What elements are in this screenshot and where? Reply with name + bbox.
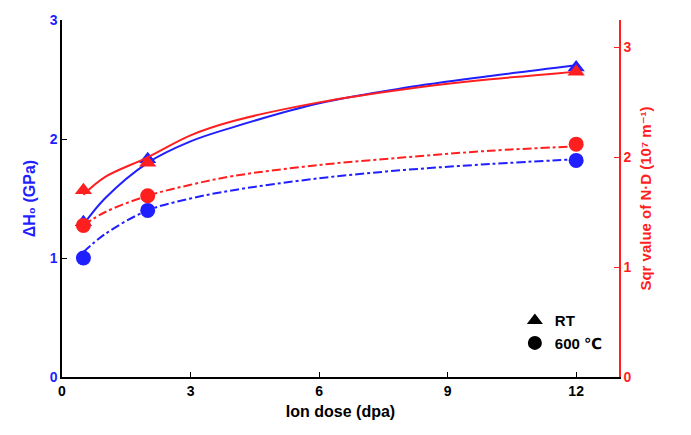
svg-text:Sqr value of N·D (10⁷ m⁻¹): Sqr value of N·D (10⁷ m⁻¹) (637, 106, 654, 290)
svg-text:9: 9 (444, 383, 452, 399)
svg-text:12: 12 (568, 383, 584, 399)
svg-text:3: 3 (187, 383, 195, 399)
svg-text:0: 0 (624, 369, 632, 385)
svg-text:Ion dose (dpa): Ion dose (dpa) (286, 403, 395, 420)
svg-text:RT: RT (555, 312, 575, 329)
svg-text:3: 3 (50, 12, 58, 28)
svg-text:0: 0 (50, 369, 58, 385)
svg-text:2: 2 (624, 149, 632, 165)
svg-text:600 ℃: 600 ℃ (555, 335, 602, 352)
svg-text:1: 1 (624, 259, 632, 275)
svg-text:6: 6 (315, 383, 323, 399)
svg-text:2: 2 (50, 131, 58, 147)
svg-text:3: 3 (624, 39, 632, 55)
svg-text:1: 1 (50, 250, 58, 266)
svg-text:0: 0 (58, 383, 66, 399)
svg-text:ΔH₀ (GPa): ΔH₀ (GPa) (21, 160, 38, 237)
